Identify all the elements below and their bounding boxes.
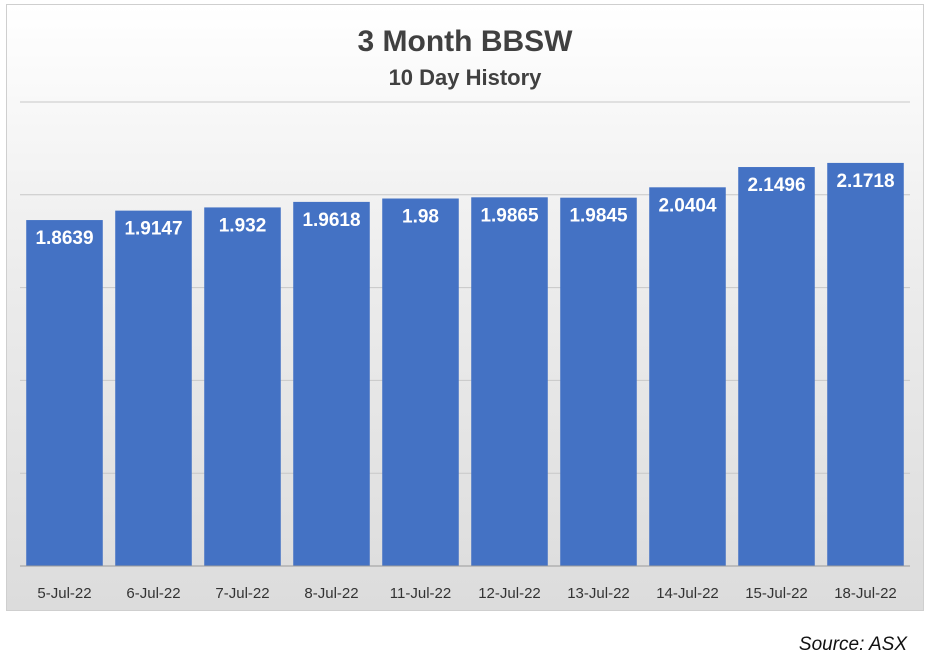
data-label: 1.98 <box>402 207 439 228</box>
data-label: 1.9845 <box>569 206 628 227</box>
data-label: 2.1718 <box>836 171 894 192</box>
data-label: 1.9147 <box>124 219 182 240</box>
data-label: 2.1496 <box>747 175 805 196</box>
data-label: 1.9618 <box>302 210 360 231</box>
bar-11-Jul-22 <box>382 198 459 566</box>
x-tick-label: 14-Jul-22 <box>656 585 719 602</box>
bar-14-Jul-22 <box>649 187 726 566</box>
x-tick-label: 11-Jul-22 <box>390 585 451 602</box>
chart-subtitle: 10 Day History <box>389 65 543 90</box>
data-label: 2.0404 <box>658 195 717 216</box>
bar-12-Jul-22 <box>471 197 548 566</box>
x-tick-label: 8-Jul-22 <box>304 585 358 602</box>
x-tick-label: 7-Jul-22 <box>215 585 269 602</box>
data-label: 1.8639 <box>35 228 93 249</box>
data-label: 1.932 <box>219 215 267 236</box>
x-tick-label: 15-Jul-22 <box>745 585 808 602</box>
chart-title: 3 Month BBSW <box>358 25 574 58</box>
bar-6-Jul-22 <box>115 210 192 566</box>
source-note: Source: ASX <box>798 634 907 655</box>
bar-8-Jul-22 <box>293 201 370 566</box>
bar-5-Jul-22 <box>26 220 103 566</box>
bars: 1.8639 1.9147 1.932 1.9618 1.98 1.9865 1.9845 2… <box>26 162 904 566</box>
x-tick-label: 13-Jul-22 <box>567 585 630 602</box>
bar-13-Jul-22 <box>560 197 637 566</box>
bar-15-Jul-22 <box>738 167 815 566</box>
x-axis-ticks: 5-Jul-22 6-Jul-22 7-Jul-22 8-Jul-22 11-Jul-2… <box>37 585 896 602</box>
data-label: 1.9865 <box>480 205 539 226</box>
chart-frame: 3 Month BBSW 10 Day History 1.8639 1.9147… <box>6 4 924 611</box>
x-tick-label: 18-Jul-22 <box>834 585 897 602</box>
x-tick-label: 12-Jul-22 <box>478 585 541 602</box>
x-tick-label: 5-Jul-22 <box>37 585 91 602</box>
bar-chart: 3 Month BBSW 10 Day History 1.8639 1.9147… <box>20 25 910 602</box>
bar-7-Jul-22 <box>204 207 281 566</box>
bar-18-Jul-22 <box>827 162 904 566</box>
x-tick-label: 6-Jul-22 <box>126 585 180 602</box>
